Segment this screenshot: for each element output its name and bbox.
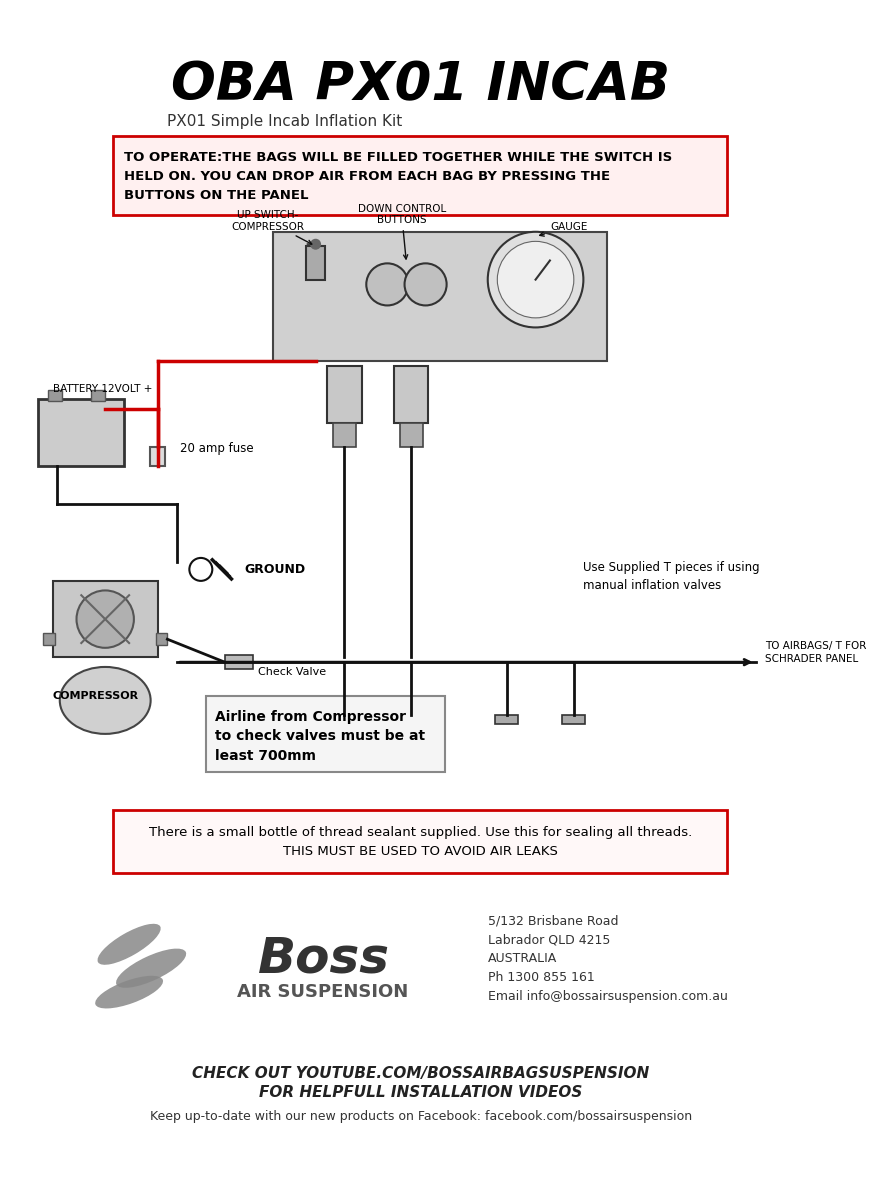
Bar — [90, 390, 105, 401]
Text: GROUND: GROUND — [243, 563, 305, 576]
Text: 5/132 Brisbane Road
Labrador QLD 4215
AUSTRALIA
Ph 1300 855 161
Email info@bossa: 5/132 Brisbane Road Labrador QLD 4215 AU… — [487, 914, 727, 1003]
Text: Boss: Boss — [258, 935, 390, 983]
Circle shape — [487, 232, 583, 328]
Text: AIR SUSPENSION: AIR SUSPENSION — [237, 983, 408, 1001]
Bar — [327, 366, 361, 424]
Bar — [225, 655, 253, 668]
Circle shape — [404, 263, 446, 306]
Bar — [39, 400, 124, 466]
Text: COMPRESSOR: COMPRESSOR — [53, 691, 139, 701]
Text: FOR HELPFULL INSTALLATION VIDEOS: FOR HELPFULL INSTALLATION VIDEOS — [259, 1085, 582, 1100]
Ellipse shape — [97, 924, 161, 965]
Text: GAUGE: GAUGE — [539, 222, 587, 236]
Text: Keep up-to-date with our new products on Facebook: facebook.com/bossairsuspensio: Keep up-to-date with our new products on… — [149, 1110, 691, 1123]
FancyBboxPatch shape — [272, 232, 607, 361]
Text: TO AIRBAGS/ T FOR
SCHRADER PANEL: TO AIRBAGS/ T FOR SCHRADER PANEL — [764, 641, 866, 665]
Circle shape — [189, 558, 212, 581]
Circle shape — [366, 263, 408, 306]
Bar — [333, 715, 356, 725]
Bar — [43, 634, 54, 644]
Ellipse shape — [95, 976, 162, 1008]
Bar — [562, 715, 585, 725]
Circle shape — [311, 240, 320, 250]
Bar — [495, 715, 518, 725]
FancyBboxPatch shape — [112, 810, 726, 872]
Text: PX01 Simple Incab Inflation Kit: PX01 Simple Incab Inflation Kit — [167, 114, 402, 130]
Bar — [399, 715, 422, 725]
Circle shape — [497, 241, 573, 318]
Text: DOWN CONTROL
BUTTONS: DOWN CONTROL BUTTONS — [357, 204, 445, 259]
Text: 20 amp fuse: 20 amp fuse — [180, 443, 253, 455]
Text: There is a small bottle of thread sealant supplied. Use this for sealing all thr: There is a small bottle of thread sealan… — [149, 826, 692, 858]
Text: TO OPERATE:THE BAGS WILL BE FILLED TOGETHER WHILE THE SWITCH IS
HELD ON. YOU CAN: TO OPERATE:THE BAGS WILL BE FILLED TOGET… — [124, 150, 672, 202]
FancyBboxPatch shape — [112, 136, 726, 215]
Bar — [155, 634, 167, 644]
Bar — [399, 424, 422, 446]
Bar — [333, 424, 356, 446]
Circle shape — [76, 590, 133, 648]
Text: OBA PX01 INCAB: OBA PX01 INCAB — [171, 60, 670, 112]
Ellipse shape — [60, 667, 150, 734]
Ellipse shape — [116, 948, 186, 988]
Bar — [393, 366, 428, 424]
Bar — [47, 390, 62, 401]
Text: UP SWITCH-
COMPRESSOR: UP SWITCH- COMPRESSOR — [231, 210, 312, 244]
Bar — [150, 446, 165, 466]
Text: BATTERY 12VOLT +: BATTERY 12VOLT + — [53, 384, 152, 395]
Text: Check Valve: Check Valve — [258, 667, 326, 677]
FancyBboxPatch shape — [205, 696, 444, 772]
Text: Airline from Compressor
to check valves must be at
least 700mm: Airline from Compressor to check valves … — [215, 710, 425, 763]
Bar — [53, 581, 158, 658]
Text: Use Supplied T pieces if using
manual inflation valves: Use Supplied T pieces if using manual in… — [583, 560, 759, 592]
Bar — [306, 246, 325, 280]
Text: CHECK OUT YOUTUBE.COM/BOSSAIRBAGSUSPENSION: CHECK OUT YOUTUBE.COM/BOSSAIRBAGSUSPENSI… — [192, 1066, 649, 1081]
